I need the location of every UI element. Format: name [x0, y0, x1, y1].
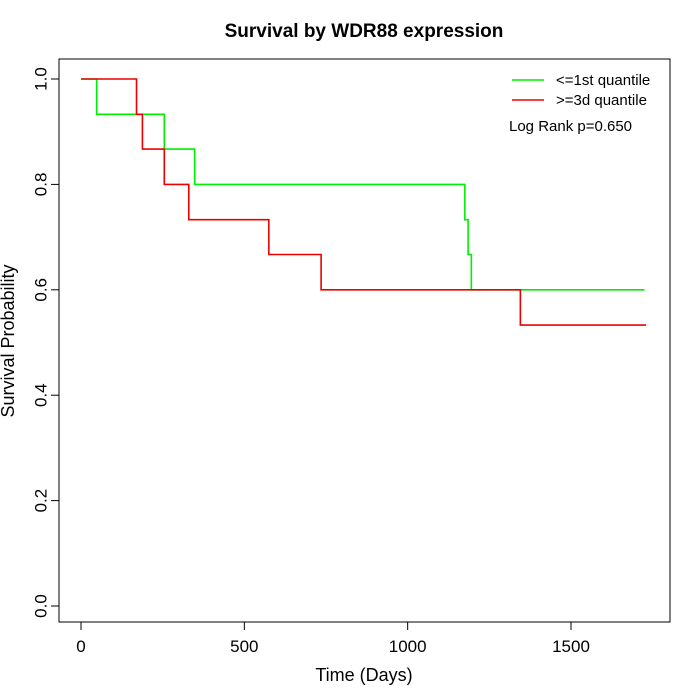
y-tick-label: 0.0 [31, 594, 50, 618]
x-tick-label: 1500 [552, 637, 590, 656]
series-layer [81, 78, 647, 326]
plot-frame [58, 58, 671, 623]
x-axis-label: Time (Days) [315, 665, 412, 685]
x-tick-label: 1000 [389, 637, 427, 656]
y-tick-label: 0.8 [31, 173, 50, 197]
y-tick-label: 0.2 [31, 489, 50, 513]
survival-curve-1 [81, 78, 645, 291]
y-axis: 0.0 0.2 0.4 0.6 0.8 1.0 [31, 67, 60, 618]
x-tick-label: 500 [230, 637, 258, 656]
y-axis-label: Survival Probability [0, 264, 18, 417]
survival-curve-2 [81, 78, 647, 326]
log-rank-annotation: Log Rank p=0.650 [509, 118, 632, 135]
legend-label-2: >=3d quantile [556, 92, 647, 109]
legend: <=1st quantile >=3d quantile [512, 72, 650, 109]
y-tick-label: 0.4 [31, 383, 50, 407]
y-tick-label: 1.0 [31, 67, 50, 91]
y-tick-label: 0.6 [31, 278, 50, 302]
x-axis: 0 500 1000 1500 [76, 621, 590, 656]
x-tick-label: 0 [76, 637, 85, 656]
legend-label-1: <=1st quantile [556, 72, 650, 89]
chart-title: Survival by WDR88 expression [225, 21, 504, 42]
